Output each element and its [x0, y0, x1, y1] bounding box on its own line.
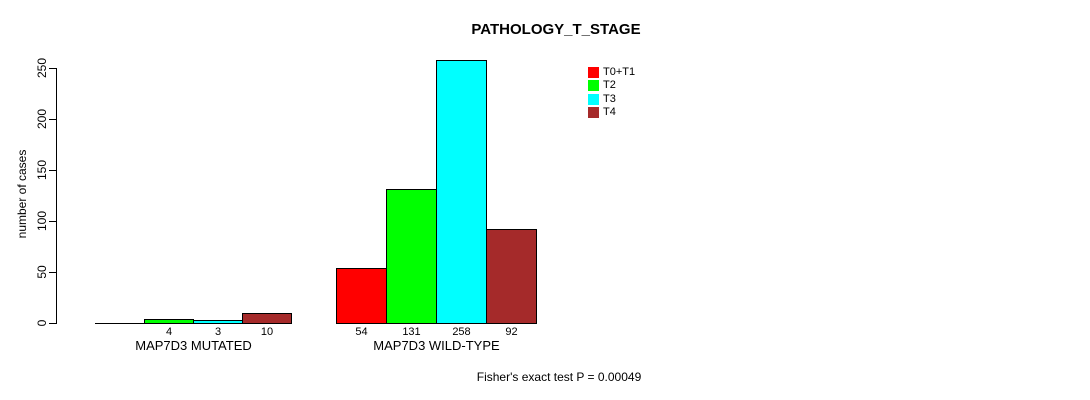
y-tick-label: 150: [35, 159, 49, 181]
bar-count-label: 54: [355, 326, 368, 338]
bar-T3-group0: [193, 320, 243, 324]
y-tick-mark: [49, 221, 57, 222]
bar-T2-group0: [144, 319, 194, 324]
group-label-wildtype: MAP7D3 WILD-TYPE: [373, 338, 500, 353]
bar-count-label: 131: [402, 326, 421, 338]
fisher-test-note: Fisher's exact test P = 0.00049: [476, 370, 642, 384]
y-tick-label: 200: [35, 108, 49, 130]
bar-count-label: 10: [260, 326, 274, 338]
bar-count-label: 4: [165, 326, 173, 338]
y-tick-label: 0: [35, 319, 49, 327]
legend-label: T2: [603, 79, 616, 91]
legend-label: T4: [603, 106, 616, 118]
y-axis-title: number of cases: [15, 149, 29, 239]
y-tick-label: 100: [35, 210, 49, 232]
bar-T2-group1: [386, 189, 437, 324]
y-tick-label: 250: [35, 57, 49, 79]
y-tick-mark: [49, 323, 57, 324]
y-tick-mark: [49, 272, 57, 273]
bar-T3-group1: [436, 60, 487, 324]
legend-swatch-icon: [588, 66, 599, 78]
legend-swatch-icon: [588, 79, 599, 91]
bar-T0+T1-group1: [336, 268, 387, 324]
legend-swatch-icon: [588, 93, 599, 105]
legend-item: T4: [588, 106, 616, 118]
legend-label: T3: [603, 93, 616, 105]
chart-title: PATHOLOGY_T_STAGE: [471, 21, 641, 38]
legend-item: T2: [588, 79, 616, 91]
y-tick-label: 50: [35, 265, 49, 279]
bar-count-label: 92: [505, 326, 518, 338]
legend-swatch-icon: [588, 106, 599, 118]
y-axis-line: [56, 68, 57, 324]
bar-T4-group1: [486, 229, 537, 324]
y-tick-mark: [49, 68, 57, 69]
group-label-mutated: MAP7D3 MUTATED: [135, 338, 252, 353]
bar-count-label: 258: [452, 326, 471, 338]
legend-label: T0+T1: [603, 66, 636, 78]
legend-item: T0+T1: [588, 66, 635, 78]
bar-T4-group0: [242, 313, 292, 324]
y-tick-mark: [49, 170, 57, 171]
legend-item: T3: [588, 93, 616, 105]
y-tick-mark: [49, 119, 57, 120]
bar-count-label: 3: [214, 326, 222, 338]
